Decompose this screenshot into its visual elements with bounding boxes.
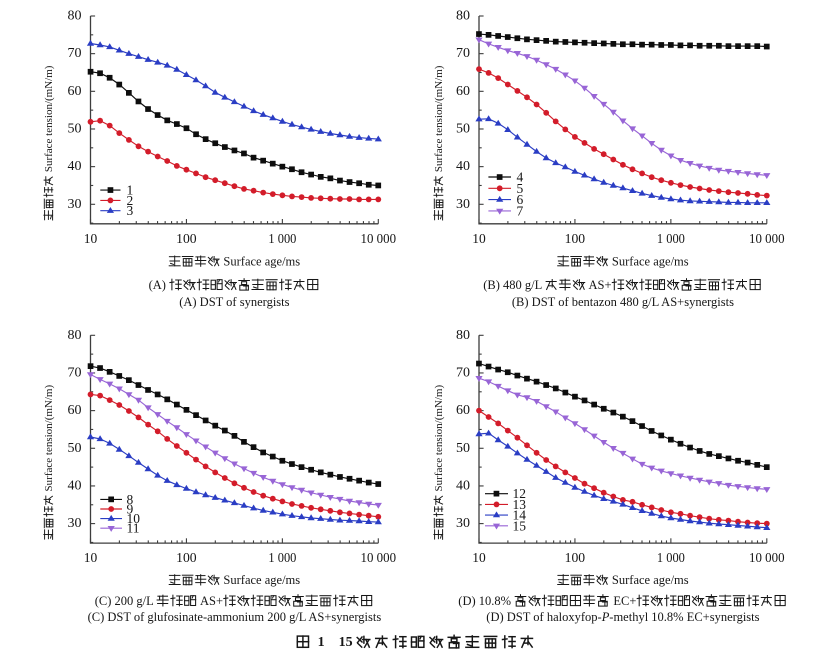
svg-text:5: 5 (517, 181, 524, 196)
svg-text:(A) DST of synergists: (A) DST of synergists (179, 295, 289, 309)
svg-text:Surface age/ms: Surface age/ms (220, 255, 300, 269)
svg-text:EC+: EC+ (610, 594, 636, 608)
svg-text:10 000: 10 000 (361, 551, 397, 566)
svg-text:70: 70 (456, 366, 470, 381)
svg-text:6: 6 (517, 192, 524, 207)
svg-text:1: 1 (127, 183, 134, 198)
svg-text:12: 12 (513, 486, 527, 501)
svg-text:10: 10 (84, 232, 98, 247)
svg-text:10: 10 (472, 232, 486, 247)
svg-text:Surface tension/(mN/m): Surface tension/(mN/m) (433, 65, 445, 175)
svg-text:40: 40 (456, 478, 470, 493)
svg-text:50: 50 (456, 441, 470, 456)
svg-text:70: 70 (68, 46, 82, 61)
svg-text:70: 70 (68, 366, 82, 381)
svg-text:3: 3 (127, 203, 134, 218)
svg-text:P: P (601, 610, 610, 624)
svg-text:8: 8 (127, 492, 134, 507)
svg-text:1 000: 1 000 (268, 551, 296, 566)
svg-text:30: 30 (68, 516, 82, 531)
svg-text:60: 60 (456, 403, 470, 418)
svg-text:(D) DST of haloxyfop-: (D) DST of haloxyfop- (486, 610, 601, 624)
svg-text:10 000: 10 000 (361, 232, 397, 247)
svg-text:80: 80 (68, 328, 82, 343)
svg-text:1: 1 (314, 635, 325, 650)
svg-text:60: 60 (456, 84, 470, 99)
svg-text:70: 70 (456, 46, 470, 61)
svg-text:40: 40 (68, 478, 82, 493)
svg-text:40: 40 (68, 159, 82, 174)
svg-text:2: 2 (127, 193, 134, 208)
svg-text:Surface age/ms: Surface age/ms (609, 255, 689, 269)
svg-text:40: 40 (456, 159, 470, 174)
svg-text:-methyl 10.8% EC+synergists: -methyl 10.8% EC+synergists (609, 610, 759, 624)
svg-text:50: 50 (456, 122, 470, 137)
svg-text:50: 50 (68, 441, 82, 456)
svg-text:100: 100 (176, 551, 197, 566)
svg-text:9: 9 (127, 502, 134, 517)
svg-text:(B) 480 g/L: (B) 480 g/L (483, 278, 545, 292)
svg-text:30: 30 (456, 197, 470, 212)
svg-text:1 000: 1 000 (657, 551, 685, 566)
svg-text:Surface tension/(mN/m): Surface tension/(mN/m) (43, 385, 55, 495)
svg-text:AS+: AS+ (198, 594, 223, 608)
svg-text:10: 10 (472, 551, 486, 566)
svg-text:13: 13 (513, 497, 527, 512)
svg-text:10: 10 (84, 551, 98, 566)
svg-text:(D) 10.8%: (D) 10.8% (458, 594, 514, 608)
svg-text:7: 7 (517, 203, 524, 218)
svg-text:4: 4 (517, 170, 524, 185)
svg-text:30: 30 (456, 516, 470, 531)
svg-text:30: 30 (68, 197, 82, 212)
svg-text:15: 15 (339, 635, 357, 650)
svg-text:1 000: 1 000 (657, 232, 685, 247)
svg-text:100: 100 (565, 232, 586, 247)
svg-text:14: 14 (513, 508, 527, 523)
svg-text:60: 60 (68, 403, 82, 418)
svg-text:(B) DST of bentazon 480 g/L AS: (B) DST of bentazon 480 g/L AS+synergist… (512, 295, 734, 309)
svg-text:Surface tension/(mN/m): Surface tension/(mN/m) (433, 385, 445, 495)
svg-text:10 000: 10 000 (749, 232, 785, 247)
svg-text:50: 50 (68, 122, 82, 137)
svg-text:80: 80 (68, 9, 82, 24)
svg-text:11: 11 (127, 521, 140, 536)
svg-text:(A): (A) (149, 278, 169, 292)
svg-text:10: 10 (127, 511, 141, 526)
svg-text:60: 60 (68, 84, 82, 99)
svg-text:10 000: 10 000 (749, 551, 785, 566)
svg-text:80: 80 (456, 328, 470, 343)
svg-text:(C) 200 g/L: (C) 200 g/L (95, 594, 157, 608)
svg-text:100: 100 (176, 232, 197, 247)
svg-text:AS+: AS+ (586, 278, 611, 292)
svg-text:80: 80 (456, 9, 470, 24)
svg-text:Surface age/ms: Surface age/ms (220, 573, 300, 587)
svg-text:Surface age/ms: Surface age/ms (609, 573, 689, 587)
svg-text:1 000: 1 000 (268, 232, 296, 247)
svg-text:Surface tension/(mN/m): Surface tension/(mN/m) (43, 65, 55, 175)
svg-text:(C) DST of glufosinate-ammoniu: (C) DST of glufosinate-ammonium 200 g/L … (88, 610, 382, 624)
svg-text:100: 100 (565, 551, 586, 566)
svg-text:15: 15 (513, 518, 527, 533)
